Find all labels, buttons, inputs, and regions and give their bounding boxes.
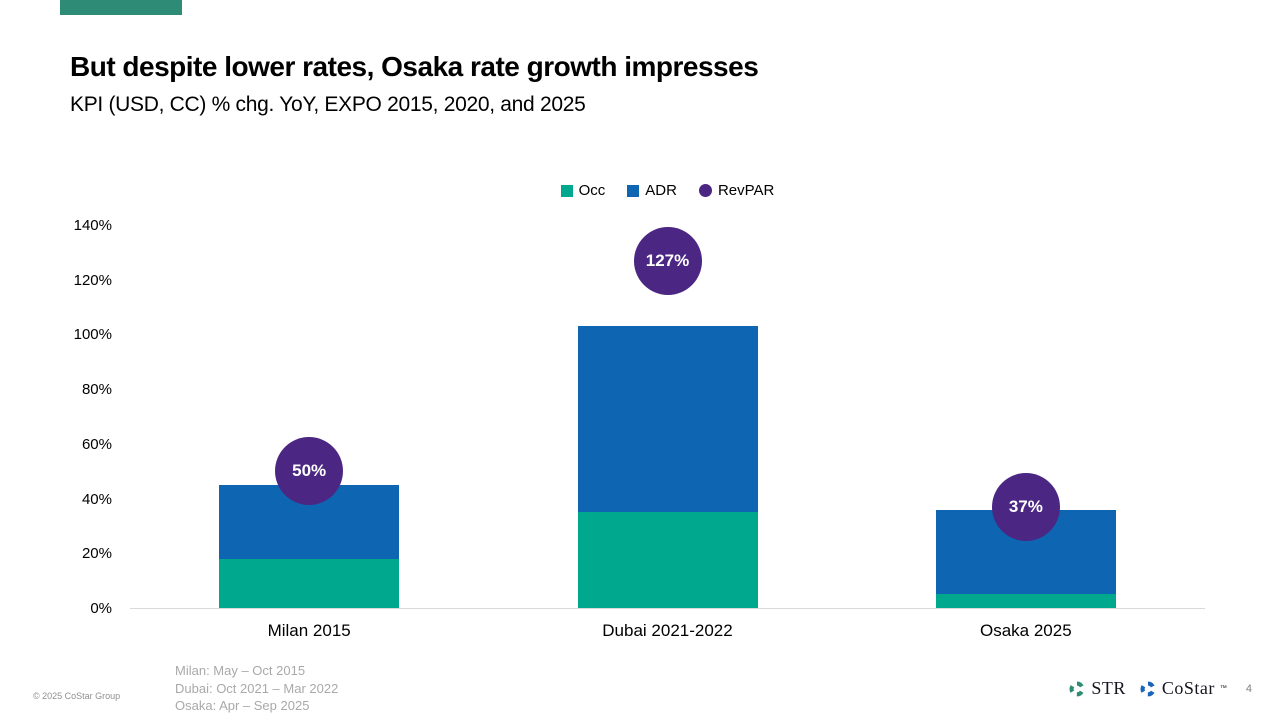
legend-marker-adr: [627, 184, 640, 197]
revpar-bubble-2: 127%: [633, 226, 702, 295]
plot-area: 50% Milan 2015 127% Dubai 2021-2022 37% Osaka…: [130, 225, 1205, 640]
revpar-bubble-3: 37%: [991, 472, 1060, 541]
slide-subtitle: KPI (USD, CC) % chg. YoY, EXPO 2015, 202…: [70, 93, 586, 116]
legend-item-adr: ADR: [627, 182, 677, 199]
str-logo: STR: [1068, 678, 1126, 699]
legend-label-occ: Occ: [578, 182, 606, 199]
y-axis-label: 20%: [81, 545, 112, 563]
y-axis-label: 140%: [73, 217, 112, 234]
copyright: © 2025 CoStar Group: [33, 691, 121, 701]
y-axis-label: 40%: [81, 490, 112, 508]
legend-marker-revpar: [698, 184, 712, 197]
legend-item-occ: Occ: [560, 182, 606, 199]
legend-marker-occ: [560, 184, 573, 197]
costar-pinwheel-icon: [1140, 681, 1155, 696]
x-axis-label-3: Osaka 2025: [979, 621, 1072, 640]
footnote-line-osaka: Osaka: Apr – Sep 2025: [175, 698, 310, 713]
y-axis-label: 60%: [81, 435, 112, 453]
legend-label-revpar: RevPAR: [717, 182, 775, 199]
bar-adr-2: [577, 326, 758, 513]
costar-logo: CoStar ™: [1139, 678, 1227, 699]
legend-item-revpar: RevPAR: [698, 182, 775, 199]
y-axis-label: 0%: [90, 600, 112, 617]
costar-logo-text: CoStar: [1161, 678, 1215, 698]
y-axis-label: 80%: [81, 381, 112, 399]
footnotes: Milan: May – Oct 2015 Dubai: Oct 2021 – …: [175, 662, 338, 715]
footer-logos: STR CoStar ™ 4: [1068, 678, 1252, 699]
bar-occ-1: [219, 558, 400, 608]
revpar-bubble-1: 50%: [275, 437, 344, 506]
str-logo-text: STR: [1091, 678, 1126, 698]
bar-occ-2: [577, 512, 758, 608]
footnote-line-milan: Milan: May – Oct 2015: [175, 663, 306, 678]
costar-trademark: ™: [1219, 685, 1227, 692]
chart-legend: Occ ADR RevPAR: [130, 182, 1205, 199]
x-axis-label-1: Milan 2015: [267, 621, 351, 640]
page-number: 4: [1245, 682, 1252, 695]
footnote-line-dubai: Dubai: Oct 2021 – Mar 2022: [175, 680, 339, 696]
x-axis-label-2: Dubai 2021-2022: [602, 621, 733, 640]
accent-bar: [60, 0, 182, 15]
str-pinwheel-icon: [1069, 681, 1084, 696]
bar-occ-3: [935, 594, 1116, 608]
legend-label-adr: ADR: [645, 182, 677, 199]
y-axis-label: 100%: [73, 326, 112, 344]
y-axis-label: 120%: [73, 271, 112, 289]
y-axis: 0% 20% 40% 60% 80% 100% 120% 140%: [58, 217, 112, 617]
slide-title: But despite lower rates, Osaka rate grow…: [70, 51, 759, 82]
